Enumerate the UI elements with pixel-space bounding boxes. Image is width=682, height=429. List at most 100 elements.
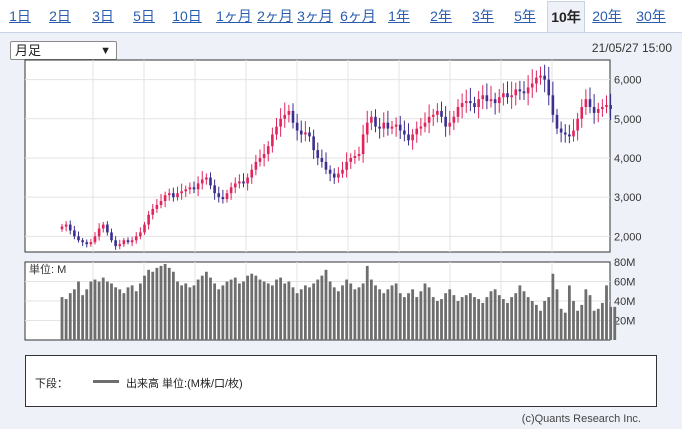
candle-body: [357, 154, 361, 156]
candle-body: [299, 130, 303, 135]
volume-bar: [254, 275, 258, 340]
candle-body: [456, 107, 460, 117]
volume-bar: [118, 289, 122, 340]
candle-body: [485, 95, 489, 102]
candle-body: [332, 173, 336, 178]
candle-body: [275, 126, 278, 135]
volume-bar: [114, 287, 118, 340]
volume-bar: [345, 279, 349, 340]
candle-period-value: 月足: [15, 43, 42, 58]
volume-bar: [233, 277, 237, 340]
candle-body: [584, 99, 588, 108]
volume-bar: [242, 281, 245, 340]
tab-4[interactable]: 5日: [133, 8, 155, 24]
candle-body: [353, 156, 357, 158]
volume-bar: [180, 285, 184, 340]
volume-bar: [122, 293, 126, 340]
volume-bar: [159, 265, 163, 340]
candle-body: [205, 177, 208, 180]
candle-body: [473, 103, 476, 108]
volume-bar: [468, 293, 472, 340]
candle-body: [147, 214, 150, 225]
tab-11[interactable]: 2年: [430, 8, 452, 24]
candle-body: [415, 128, 419, 135]
candle-body: [378, 126, 381, 129]
candle-body: [89, 242, 93, 245]
candle-body: [262, 154, 266, 158]
candle-body: [266, 146, 270, 155]
volume-bar: [266, 283, 270, 340]
candle-body: [580, 107, 584, 119]
tab-7[interactable]: 2ヶ月: [257, 8, 293, 24]
candle-body: [407, 134, 410, 141]
candle-body: [530, 83, 534, 88]
candle-body: [151, 208, 155, 215]
volume-bar: [374, 285, 377, 340]
candle-body: [254, 161, 258, 170]
volume-bar: [110, 283, 113, 340]
volume-bar: [477, 299, 481, 340]
volume-bar: [489, 291, 493, 340]
candle-body: [370, 116, 373, 123]
tab-12[interactable]: 3年: [472, 8, 494, 24]
volume-bar: [229, 279, 233, 340]
volume-bar: [134, 291, 138, 340]
volume-bar: [473, 297, 476, 340]
candle-body: [588, 99, 592, 108]
candle-body: [188, 187, 192, 190]
volume-bar: [460, 297, 464, 340]
candle-body: [559, 128, 563, 133]
tab-2[interactable]: 2日: [49, 8, 71, 24]
volume-bar: [365, 265, 369, 340]
volume-bar: [151, 271, 155, 340]
price-tick-label: 2,000: [614, 231, 642, 243]
volume-bar: [225, 281, 229, 340]
candle-body: [283, 114, 287, 119]
volume-bar: [559, 308, 563, 340]
chart-legend: 下段： 出来高 単位:(M株/口/枚): [25, 355, 657, 407]
candle-body: [361, 134, 365, 155]
tab-13[interactable]: 5年: [514, 8, 536, 24]
volume-bar: [444, 293, 448, 340]
candle-body: [73, 230, 76, 237]
candle-body: [535, 77, 538, 84]
candle-body: [452, 116, 456, 123]
candle-body: [502, 93, 505, 98]
tab-6[interactable]: 1ヶ月: [216, 8, 252, 24]
candle-body: [304, 132, 307, 135]
volume-bar: [510, 297, 514, 340]
volume-bar: [534, 304, 538, 340]
volume-bar: [93, 279, 97, 340]
volume-bar: [299, 289, 303, 340]
volume-bar: [126, 287, 130, 340]
tab-14[interactable]: 10年: [547, 1, 585, 33]
tab-10[interactable]: 1年: [388, 8, 410, 24]
tab-1[interactable]: 1日: [9, 8, 31, 24]
volume-bar: [341, 285, 344, 340]
volume-bar: [221, 285, 225, 340]
tab-9[interactable]: 6ヶ月: [340, 8, 376, 24]
volume-bar: [130, 285, 134, 340]
candle-body: [543, 75, 546, 80]
volume-tick-label: 80M: [614, 257, 635, 269]
candle-body: [221, 197, 225, 200]
tab-16[interactable]: 30年: [636, 8, 666, 24]
candle-body: [328, 169, 332, 174]
candle-body: [250, 169, 254, 178]
volume-bar: [572, 301, 575, 340]
volume-tick-label: 40M: [614, 296, 635, 308]
volume-bar: [402, 297, 406, 340]
legend-prefix: 下段：: [35, 378, 68, 390]
volume-bar: [81, 295, 85, 340]
candle-body: [464, 101, 468, 104]
volume-bar: [357, 287, 361, 340]
candle-body: [460, 103, 464, 108]
candle-body: [382, 122, 386, 129]
tab-15[interactable]: 20年: [592, 8, 622, 24]
volume-bar: [456, 301, 460, 340]
tab-8[interactable]: 3ヶ月: [297, 8, 333, 24]
tab-5[interactable]: 10日: [172, 8, 202, 24]
tab-3[interactable]: 3日: [92, 8, 114, 24]
volume-bar: [353, 289, 357, 340]
candle-body: [163, 195, 167, 202]
